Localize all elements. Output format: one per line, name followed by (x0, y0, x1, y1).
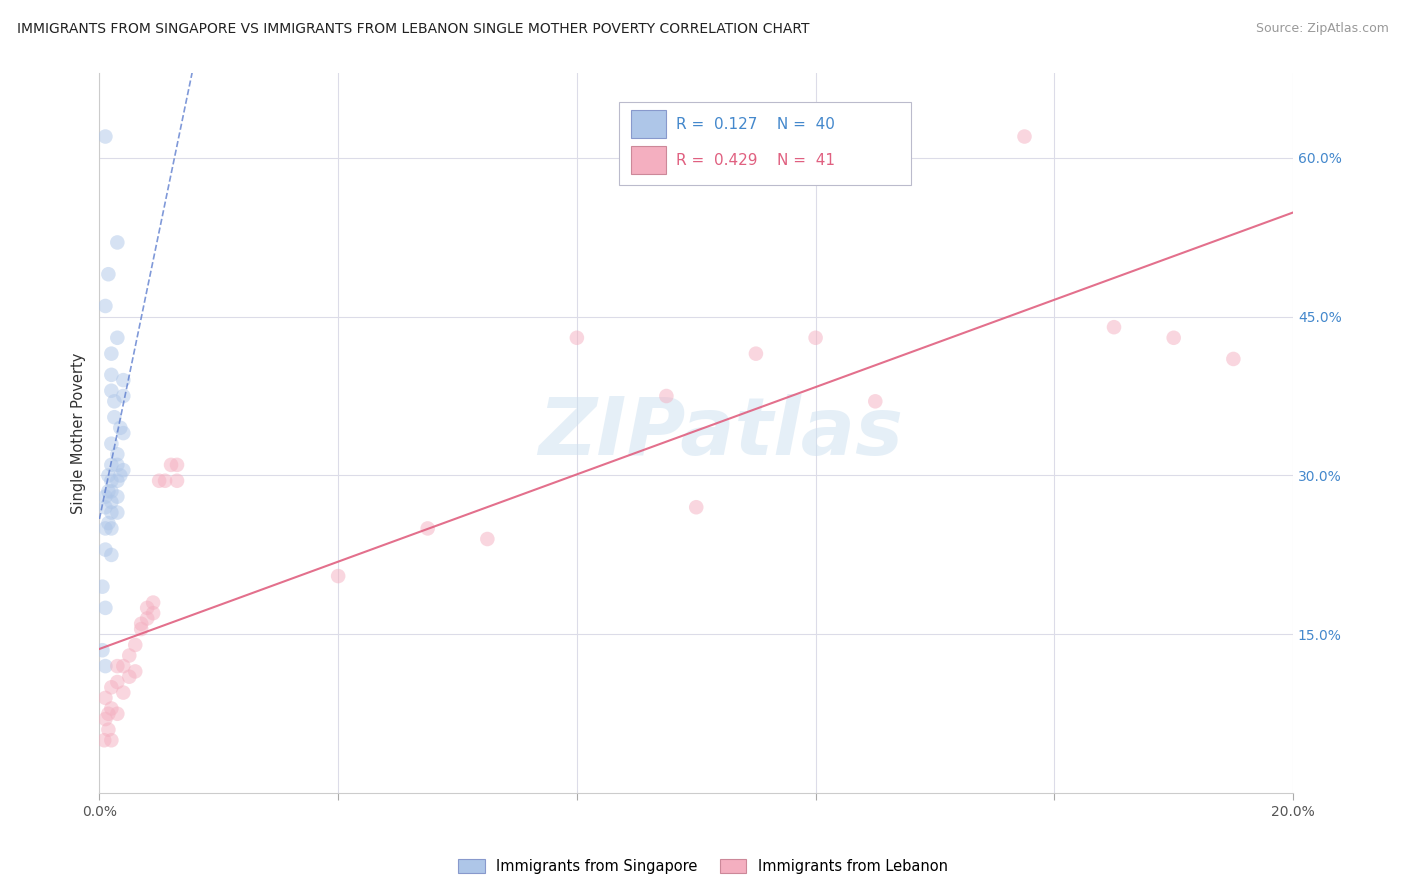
Point (148, 474, 170, 488)
Point (94, 521, 117, 535)
Point (97, 267, 120, 281)
Point (94, 712, 117, 726)
Point (142, 596, 165, 610)
Point (100, 495, 122, 509)
Point (328, 569, 350, 583)
Point (105, 235, 128, 250)
Point (1102, 320, 1125, 334)
Point (1222, 351, 1244, 366)
Point (105, 659, 128, 673)
Point (100, 368, 122, 382)
Point (685, 500, 707, 515)
Point (100, 548, 122, 562)
Point (655, 389, 678, 403)
Point (118, 648, 141, 663)
Point (105, 447, 128, 461)
Point (97, 706, 120, 721)
Point (112, 426, 135, 441)
Point (110, 468, 132, 483)
Bar (631, 111, 666, 137)
Point (477, 532, 499, 546)
Text: R =  0.127    N =  40: R = 0.127 N = 40 (676, 118, 835, 132)
Point (142, 606, 165, 620)
Point (1014, 129, 1036, 144)
Point (804, 331, 827, 345)
Point (112, 389, 135, 403)
Point (136, 600, 159, 615)
Legend: Immigrants from Singapore, Immigrants from Lebanon: Immigrants from Singapore, Immigrants fr… (453, 854, 953, 880)
Point (124, 638, 146, 652)
Point (112, 373, 135, 387)
Point (100, 484, 122, 499)
Point (97, 468, 120, 483)
Point (100, 436, 122, 450)
Point (100, 701, 122, 715)
Text: ZIPatlas: ZIPatlas (537, 394, 903, 472)
Point (94, 490, 117, 504)
Bar (631, 146, 666, 174)
Point (100, 733, 122, 747)
Point (100, 346, 122, 360)
Text: R =  0.429    N =  41: R = 0.429 N = 41 (676, 153, 835, 169)
Point (100, 384, 122, 398)
Point (129, 616, 152, 631)
Point (94, 500, 117, 515)
Point (124, 665, 146, 679)
FancyBboxPatch shape (619, 102, 911, 185)
Point (118, 670, 141, 684)
Point (94, 299, 117, 313)
Point (100, 506, 122, 520)
Point (105, 506, 128, 520)
Point (93, 733, 115, 747)
Point (94, 129, 117, 144)
Text: Source: ZipAtlas.com: Source: ZipAtlas.com (1256, 22, 1389, 36)
Point (105, 490, 128, 504)
Point (100, 681, 122, 695)
Point (91, 580, 114, 594)
Point (112, 685, 135, 699)
Point (105, 458, 128, 472)
Point (91, 643, 114, 657)
Point (136, 611, 159, 625)
Point (97, 723, 120, 737)
Point (129, 622, 152, 636)
Point (1163, 331, 1185, 345)
Text: IMMIGRANTS FROM SINGAPORE VS IMMIGRANTS FROM LEBANON SINGLE MOTHER POVERTY CORRE: IMMIGRANTS FROM SINGAPORE VS IMMIGRANTS … (17, 22, 810, 37)
Y-axis label: Single Mother Poverty: Single Mother Poverty (72, 352, 86, 514)
Point (105, 331, 128, 345)
Point (565, 331, 588, 345)
Point (94, 659, 117, 673)
Point (94, 542, 117, 557)
Point (166, 474, 188, 488)
Point (94, 690, 117, 705)
Point (745, 346, 768, 360)
Point (100, 474, 122, 488)
Point (103, 410, 125, 425)
Point (97, 484, 120, 499)
Point (100, 521, 122, 535)
Point (112, 659, 135, 673)
Point (105, 706, 128, 721)
Point (112, 463, 135, 477)
Point (105, 675, 128, 690)
Point (103, 394, 125, 409)
Point (110, 421, 132, 435)
Point (160, 458, 183, 472)
Point (166, 458, 188, 472)
Point (105, 474, 128, 488)
Point (94, 600, 117, 615)
Point (865, 394, 887, 409)
Point (416, 521, 439, 535)
Point (100, 458, 122, 472)
Point (97, 516, 120, 530)
Point (153, 474, 176, 488)
